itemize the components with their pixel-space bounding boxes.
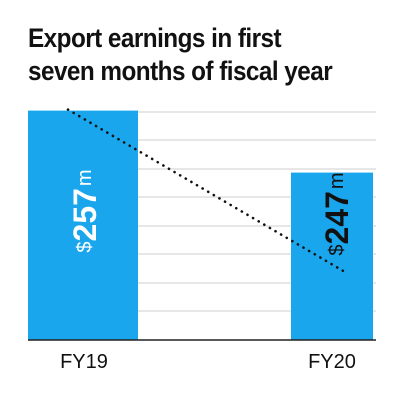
x-tick-label: FY19 [60,351,108,373]
bar-fy19 [28,110,138,340]
value-label-text: $257m [67,169,103,252]
chart-title: Export earnings in first seven months of… [28,23,333,86]
x-tick-label: FY20 [308,351,356,373]
value-label-text: $247m [319,172,355,255]
value-label-fy20: $247m [319,172,355,255]
trend-line [66,108,347,274]
value-label-fy19: $257m [67,169,103,252]
bar-fy20 [291,172,373,340]
